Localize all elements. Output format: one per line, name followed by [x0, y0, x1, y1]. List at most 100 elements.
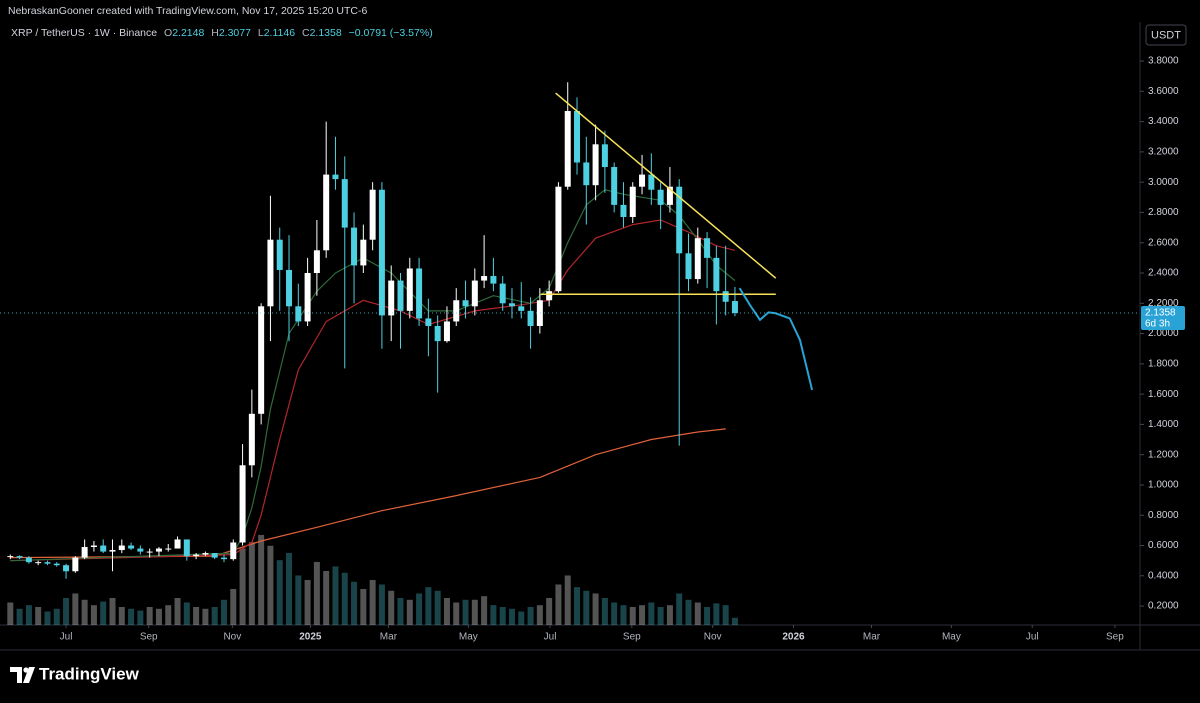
volume-bar: [397, 597, 404, 625]
x-tick-label: 2026: [782, 632, 805, 643]
volume-bar: [313, 561, 320, 625]
volume-bar: [286, 552, 293, 625]
brand-logo: [10, 667, 35, 683]
volume-bar: [657, 606, 664, 625]
volume-bar: [155, 608, 162, 625]
x-tick-label: Jul: [544, 632, 557, 643]
volume-bar: [267, 545, 274, 625]
credit: NebraskanGooner created with TradingView…: [8, 5, 367, 17]
plot-area: [7, 82, 814, 625]
volume-bar: [35, 606, 42, 625]
volume-bar: [258, 534, 265, 625]
y-tick-label: 1.2000: [1148, 449, 1179, 460]
candle-body: [434, 325, 441, 342]
candle-body: [518, 306, 525, 311]
volume-bar: [629, 606, 636, 625]
candle-body: [611, 167, 618, 205]
candle-body: [666, 186, 673, 205]
candle-body: [276, 239, 283, 270]
brand: TradingView: [39, 664, 140, 683]
candle-body: [137, 548, 144, 552]
candle-body: [648, 174, 655, 190]
candle-body: [239, 465, 246, 543]
y-tick-label: 3.4000: [1148, 116, 1179, 127]
volume-bar: [704, 606, 711, 625]
candle-body: [220, 557, 227, 560]
y-tick-label: 2.4000: [1148, 268, 1179, 279]
y-tick-label: 1.6000: [1148, 389, 1179, 400]
volume-bar: [536, 605, 543, 625]
volume-bar: [118, 606, 125, 625]
y-tick-label: 0.2000: [1148, 601, 1179, 612]
volume-bar: [694, 602, 701, 625]
y-tick-label: 2.0000: [1148, 328, 1179, 339]
volume-bar: [360, 588, 367, 625]
volume-bar: [443, 597, 450, 625]
volume-bar: [713, 603, 720, 625]
candle-body: [63, 565, 70, 572]
candle-body: [601, 144, 608, 168]
candle-body: [118, 545, 125, 551]
currency-box[interactable]: [1145, 24, 1187, 46]
volume-bar: [146, 606, 153, 625]
candle-body: [406, 268, 413, 311]
candle-body: [341, 179, 348, 228]
volume-bar: [434, 590, 441, 625]
volume-bar: [508, 608, 515, 625]
volume-bar: [722, 605, 729, 625]
candle-body: [258, 306, 265, 414]
candle-body: [657, 189, 664, 205]
volume-bar: [304, 579, 311, 625]
volume-bar: [666, 605, 673, 625]
volume-bar: [546, 597, 553, 625]
candle-body: [574, 111, 581, 163]
candle-body: [731, 301, 738, 314]
legend: XRP / TetherUS · 1W · Binance O2.2148 H2…: [11, 27, 433, 39]
volume-bar: [592, 593, 599, 625]
candle-body: [100, 545, 107, 552]
volume-bar: [731, 617, 738, 625]
y-tick-label: 2.8000: [1148, 207, 1179, 218]
volume-bar: [100, 601, 107, 625]
candle-body: [425, 318, 432, 326]
ohlc-value: 2.2148: [172, 27, 204, 39]
candle-body: [555, 186, 562, 292]
volume-bar: [211, 606, 218, 625]
candle-body: [146, 551, 153, 553]
volume-bar: [555, 584, 562, 625]
volume-bar: [165, 605, 172, 625]
candle-body: [713, 257, 720, 292]
change: −0.0791 (−3.57%): [349, 27, 433, 39]
volume-bar: [416, 593, 423, 625]
y-tick-label: 3.2000: [1148, 147, 1179, 158]
volume-bar: [174, 597, 181, 625]
y-tick-label: 3.8000: [1148, 56, 1179, 67]
volume-bar: [471, 599, 478, 625]
volume-bar: [72, 593, 79, 625]
x-tick-label: Nov: [704, 632, 722, 643]
volume-bar: [7, 602, 14, 625]
volume-bar: [220, 599, 227, 625]
x-tick-label: 2025: [299, 632, 322, 643]
y-tick-label: 0.6000: [1148, 540, 1179, 551]
candle-body: [620, 204, 627, 217]
symbol: XRP / TetherUS · 1W · Binance: [11, 27, 157, 39]
candle-body: [443, 321, 450, 342]
volume-bar: [676, 593, 683, 625]
candle-body: [722, 291, 729, 302]
x-tick-label: Mar: [380, 632, 398, 643]
candle-body: [676, 186, 683, 254]
volume-bar: [137, 610, 144, 625]
candle-body: [704, 238, 711, 258]
x-tick-label: Nov: [223, 632, 241, 643]
volume-bar: [295, 575, 302, 625]
volume-bar: [63, 597, 70, 625]
volume-bar: [685, 599, 692, 625]
candle-body: [453, 300, 460, 322]
volume-bar: [620, 605, 627, 625]
candle-body: [629, 186, 636, 217]
candle-body: [304, 273, 311, 322]
candle-body: [583, 162, 590, 186]
